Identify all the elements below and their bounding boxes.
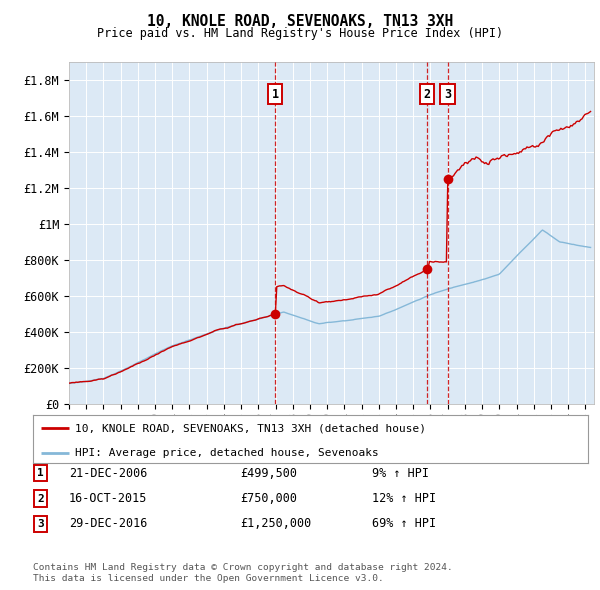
Text: 2: 2: [423, 88, 430, 101]
Text: This data is licensed under the Open Government Licence v3.0.: This data is licensed under the Open Gov…: [33, 573, 384, 583]
Text: HPI: Average price, detached house, Sevenoaks: HPI: Average price, detached house, Seve…: [74, 447, 379, 457]
Text: £499,500: £499,500: [240, 467, 297, 480]
Text: 10, KNOLE ROAD, SEVENOAKS, TN13 3XH: 10, KNOLE ROAD, SEVENOAKS, TN13 3XH: [147, 14, 453, 30]
Text: 16-OCT-2015: 16-OCT-2015: [69, 492, 148, 505]
Text: 21-DEC-2006: 21-DEC-2006: [69, 467, 148, 480]
Text: 3: 3: [444, 88, 451, 101]
Text: 12% ↑ HPI: 12% ↑ HPI: [372, 492, 436, 505]
Text: 1: 1: [37, 468, 44, 478]
Text: £750,000: £750,000: [240, 492, 297, 505]
Text: 3: 3: [37, 519, 44, 529]
Text: 1: 1: [271, 88, 278, 101]
Text: 10, KNOLE ROAD, SEVENOAKS, TN13 3XH (detached house): 10, KNOLE ROAD, SEVENOAKS, TN13 3XH (det…: [74, 423, 425, 433]
Text: Price paid vs. HM Land Registry's House Price Index (HPI): Price paid vs. HM Land Registry's House …: [97, 27, 503, 40]
Text: 29-DEC-2016: 29-DEC-2016: [69, 517, 148, 530]
Text: 2: 2: [37, 494, 44, 503]
Text: £1,250,000: £1,250,000: [240, 517, 311, 530]
Text: Contains HM Land Registry data © Crown copyright and database right 2024.: Contains HM Land Registry data © Crown c…: [33, 563, 453, 572]
Text: 69% ↑ HPI: 69% ↑ HPI: [372, 517, 436, 530]
Text: 9% ↑ HPI: 9% ↑ HPI: [372, 467, 429, 480]
